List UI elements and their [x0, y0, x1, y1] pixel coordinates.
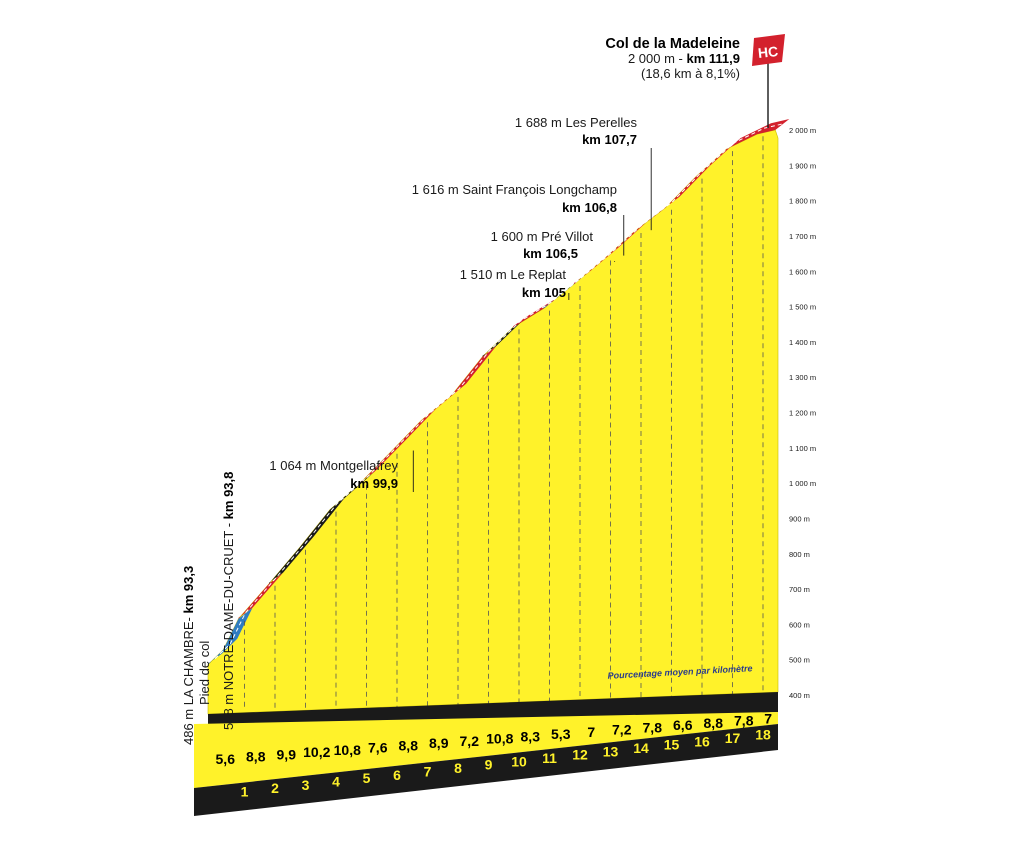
- segment-gradient-label: 7,8: [643, 719, 663, 735]
- segment-gradient-label: 8,8: [246, 749, 266, 765]
- segment-gradient-label: 7,2: [612, 722, 632, 738]
- km-marker-label: 1: [241, 783, 249, 799]
- km-marker-label: 12: [572, 747, 588, 763]
- y-tick-label: 1 200 m: [789, 409, 816, 418]
- km-marker-label: 14: [633, 740, 649, 756]
- y-tick-label: 700 m: [789, 585, 810, 594]
- profile-area: [207, 129, 779, 715]
- gradient-label-band: [194, 712, 778, 788]
- road-centre-line: [214, 123, 783, 659]
- km-marker-label: 15: [664, 737, 680, 753]
- waypoint-les-perelles: 1 688 m Les Perelles km 107,7: [515, 115, 638, 147]
- km-marker-label: 4: [332, 773, 340, 789]
- waypoint-km: km 107,7: [582, 132, 637, 147]
- y-tick-label: 1 100 m: [789, 444, 816, 453]
- km-marker-label: 6: [393, 767, 401, 783]
- climb-foot-label: 528 m NOTRE-DAME-DU-CRUET - km 93,8: [221, 472, 236, 730]
- road-segment-hard: [513, 297, 558, 328]
- y-tick-label: 500 m: [789, 656, 810, 665]
- segment-gradient-label: 5,6: [216, 751, 236, 767]
- waypoint-name: 1 064 m Montgellafrey: [269, 458, 398, 473]
- segment-gradient-label: 10,8: [486, 731, 513, 747]
- category-badge-shape: [752, 34, 785, 66]
- road-segment-hard: [360, 345, 497, 483]
- chart-marks-layer: 5,6 8,8 9,9 10,2 10,8 7,6 8,8 8,9 7,2 10,8 8,3 5,3 7…: [216, 148, 772, 799]
- summit-name: Col de la Madeleine: [605, 36, 740, 52]
- segment-gradient-label: 7: [587, 724, 595, 740]
- waypoint-saint-francois-longchamp: 1 616 m Saint François Longchamp km 106,…: [412, 182, 617, 215]
- waypoint-name: 1 510 m Le Replat: [460, 267, 567, 282]
- road-segment-steep: [269, 471, 375, 584]
- waypoint-pre-villot: 1 600 m Pré Villot km 106,5: [491, 229, 594, 261]
- climb-foot-km: km 93,8: [221, 472, 236, 520]
- km-marker-label: 13: [603, 743, 619, 759]
- y-tick-label: 900 m: [789, 514, 810, 523]
- segment-gradient-label: 8,3: [521, 728, 541, 744]
- y-tick-label: 400 m: [789, 691, 810, 700]
- y-tick-label: 800 m: [789, 550, 810, 559]
- km-marker-label: 10: [511, 753, 527, 769]
- segment-gradient-label: 7,2: [460, 733, 480, 749]
- km-marker-label: 8: [454, 760, 462, 776]
- summit-altitude-line: 2 000 m - km 111,9: [628, 51, 740, 66]
- pied-de-col-label: Pied de col: [197, 641, 212, 705]
- y-tick-label: 1 000 m: [789, 479, 816, 488]
- y-axis: 400 m 500 m 600 m 700 m 800 m 900 m 1 000 m 1 1…: [789, 126, 816, 700]
- segment-gradient-label: 6,6: [673, 717, 693, 733]
- start-town-label: 486 m LA CHAMBRE- km 93,3: [181, 566, 196, 745]
- segment-gradient-label: 8,9: [429, 735, 449, 751]
- km-marker-label: 9: [485, 757, 493, 773]
- base-band-layer: [194, 692, 778, 816]
- category-badge: HC: [752, 34, 785, 66]
- segment-gradient-label: 10,2: [303, 744, 330, 760]
- category-badge-text: HC: [757, 43, 779, 61]
- segment-gradient-label: 7,8: [734, 713, 754, 729]
- km-marker-label: 2: [271, 780, 279, 796]
- climb-foot-name: 528 m NOTRE-DAME-DU-CRUET -: [221, 519, 236, 730]
- segment-gradient-label: 8,8: [399, 737, 419, 753]
- km-marker-label: 17: [725, 730, 741, 746]
- waypoint-km: km 106,5: [523, 246, 578, 261]
- km-marker-label: 16: [694, 733, 710, 749]
- waypoint-montgellafrey: 1 064 m Montgellafrey km 99,9: [269, 458, 398, 491]
- y-tick-label: 1 800 m: [789, 197, 816, 206]
- profile-fill-layer: [207, 129, 779, 715]
- start-town-km: km 93,3: [181, 566, 196, 614]
- segment-gradient-label: 5,3: [551, 726, 571, 742]
- y-tick-label: 1 700 m: [789, 232, 816, 241]
- y-tick-label: 1 500 m: [789, 303, 816, 312]
- y-tick-label: 1 600 m: [789, 267, 816, 276]
- km-grid-layer: [244, 136, 764, 710]
- y-tick-label: 2 000 m: [789, 126, 816, 135]
- road-layer: [208, 119, 790, 665]
- km-marker-label: 7: [424, 763, 432, 779]
- segment-gradient-label: 7,6: [368, 740, 388, 756]
- summit-climb-stats: (18,6 km à 8,1%): [641, 66, 740, 81]
- y-tick-label: 1 900 m: [789, 161, 816, 170]
- summit-altitude: 2 000 m -: [628, 51, 687, 66]
- segment-gradient-label: 10,8: [334, 742, 361, 758]
- waypoint-km: km 106,8: [562, 200, 617, 215]
- start-town-name: 486 m LA CHAMBRE-: [181, 614, 196, 746]
- waypoint-le-replat: 1 510 m Le Replat km 105: [460, 267, 567, 300]
- y-tick-label: 1 300 m: [789, 373, 816, 382]
- y-tick-label: 1 400 m: [789, 338, 816, 347]
- summit-km: km 111,9: [687, 51, 741, 66]
- km-marker-label: 11: [542, 750, 557, 766]
- segment-gradient-label: 8,8: [704, 715, 724, 731]
- km-marker-label: 5: [363, 770, 371, 786]
- km-marker-label: 18: [755, 727, 771, 743]
- waypoint-name: 1 616 m Saint François Longchamp: [412, 182, 617, 197]
- waypoint-km: km 105: [522, 285, 566, 300]
- segment-gradient-label: 9,9: [277, 746, 297, 762]
- km-marker-label: 3: [302, 777, 310, 793]
- y-tick-label: 600 m: [789, 620, 810, 629]
- km-marker-band: [194, 724, 778, 816]
- segment-gradient-label: 7: [764, 711, 772, 727]
- waypoint-name: 1 688 m Les Perelles: [515, 115, 638, 130]
- waypoint-name: 1 600 m Pré Villot: [491, 229, 594, 244]
- waypoint-km: km 99,9: [350, 476, 398, 491]
